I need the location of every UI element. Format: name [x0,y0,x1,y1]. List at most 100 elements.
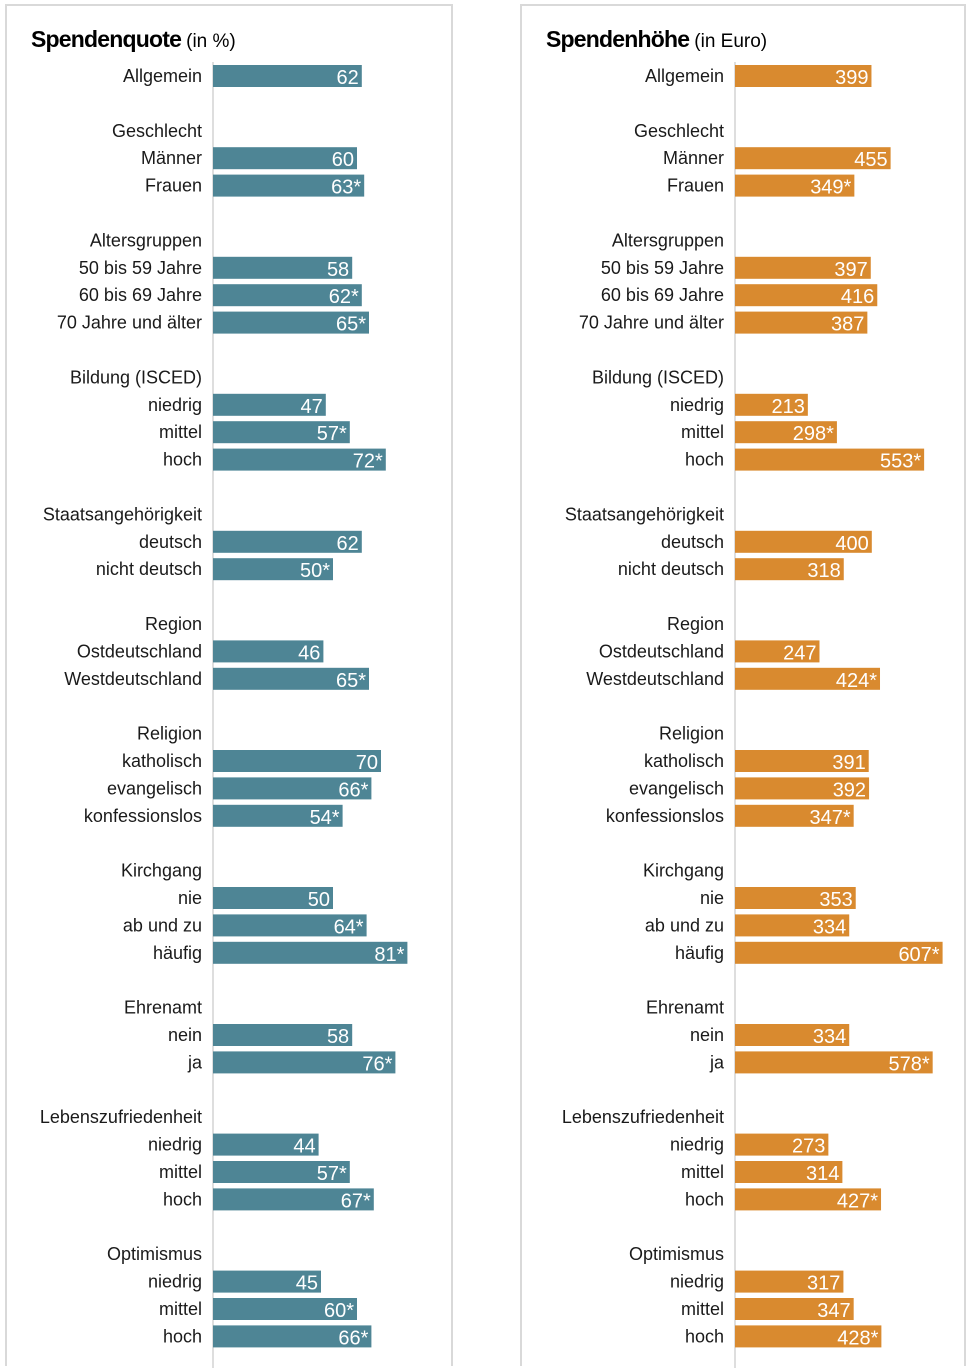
group-title: Bildung (ISCED) [70,367,202,387]
category-label: niedrig [670,1272,724,1292]
data-label: 70 [356,752,378,774]
bar [213,914,367,937]
category-label: niedrig [148,1135,202,1155]
category-label: nie [178,888,202,908]
bar [213,750,381,772]
bar [213,530,362,553]
data-label: 65* [336,314,366,336]
data-label: 66* [338,779,368,801]
data-label: 60 [332,149,354,171]
category-label: konfessionslos [606,806,724,826]
bar [735,667,881,690]
category-label: evangelisch [107,778,202,798]
category-label: Männer [141,148,202,168]
bar [213,1051,396,1074]
data-label: 387 [831,314,864,336]
data-label: 397 [834,259,867,281]
chart-title-spendenquote: Spendenquote (in %) [31,26,236,53]
data-label: 62* [329,286,359,308]
category-label: 60 bis 69 Jahre [79,285,202,305]
group-title: Ehrenamt [646,998,724,1018]
category-label: 70 Jahre und älter [57,313,202,333]
data-label: 314 [806,1163,839,1185]
bar [735,1325,882,1348]
data-label: 318 [807,560,840,582]
data-label: 44 [293,1136,315,1158]
category-label: hoch [163,1189,202,1209]
bar [735,777,870,800]
data-label: 46 [298,642,320,664]
group-title: Kirchgang [121,861,202,881]
bar [735,887,856,909]
category-label: deutsch [139,532,202,552]
bar [735,1188,882,1211]
bar [213,448,386,471]
data-label: 64* [334,916,364,938]
data-label: 76* [362,1053,392,1075]
category-label: häufig [153,943,202,963]
bar [735,174,855,197]
bar [735,1270,844,1293]
data-label: 607* [898,944,939,966]
data-label: 50* [300,560,330,582]
data-label: 54* [310,807,340,829]
category-label: ja [187,1052,203,1072]
category-label: hoch [685,450,724,470]
bar [213,393,326,416]
data-label: 66* [338,1327,368,1349]
data-label: 553* [880,451,921,473]
category-label: Allgemein [123,66,202,86]
group-title: Lebenszufriedenheit [40,1107,202,1127]
category-label: niedrig [148,1272,202,1292]
category-label: ab und zu [123,915,202,935]
data-label: 427* [837,1190,878,1212]
bar [735,941,943,964]
data-label: 347* [810,807,851,829]
category-label: mittel [159,422,202,442]
category-label: mittel [681,1299,724,1319]
category-label: hoch [163,450,202,470]
group-title: Bildung (ISCED) [592,367,724,387]
category-label: Frauen [145,176,202,196]
category-label: hoch [163,1326,202,1346]
data-label: 65* [336,670,366,692]
bar [735,1298,854,1320]
bar [213,1188,374,1211]
data-label: 45 [296,1273,318,1295]
category-label: nicht deutsch [618,559,724,579]
data-label: 273 [792,1136,825,1158]
category-label: niedrig [148,395,202,415]
data-label: 81* [374,944,404,966]
group-title: Region [667,614,724,634]
group-title: Lebenszufriedenheit [562,1107,724,1127]
group-title: Religion [659,724,724,744]
bar [213,1024,353,1046]
category-label: 50 bis 59 Jahre [601,258,724,278]
group-title: Region [145,614,202,634]
category-label: 50 bis 59 Jahre [79,258,202,278]
category-label: konfessionslos [84,806,202,826]
bar-chart-spendenhoehe: Allgemein 399 Geschlecht Männer 455 Frauen 349… [562,62,943,1368]
category-label: Ostdeutschland [599,641,724,661]
group-title: Staatsangehörigkeit [565,504,724,524]
category-label: katholisch [122,751,202,771]
data-label: 349* [810,177,851,199]
bar [213,421,350,444]
bar [735,1024,850,1046]
group-title: Optimismus [629,1244,724,1264]
category-label: 70 Jahre und älter [579,313,724,333]
category-label: ab und zu [645,915,724,935]
bar [735,448,925,471]
bar [213,640,324,663]
group-title: Religion [137,724,202,744]
group-title: Altersgruppen [90,230,202,250]
data-label: 247 [783,642,816,664]
bar [735,256,871,279]
category-label: nein [690,1025,724,1045]
data-label: 317 [807,1273,840,1295]
category-label: hoch [685,1326,724,1346]
data-label: 298* [793,423,834,445]
category-label: deutsch [661,532,724,552]
category-label: mittel [159,1162,202,1182]
bar [213,941,408,964]
